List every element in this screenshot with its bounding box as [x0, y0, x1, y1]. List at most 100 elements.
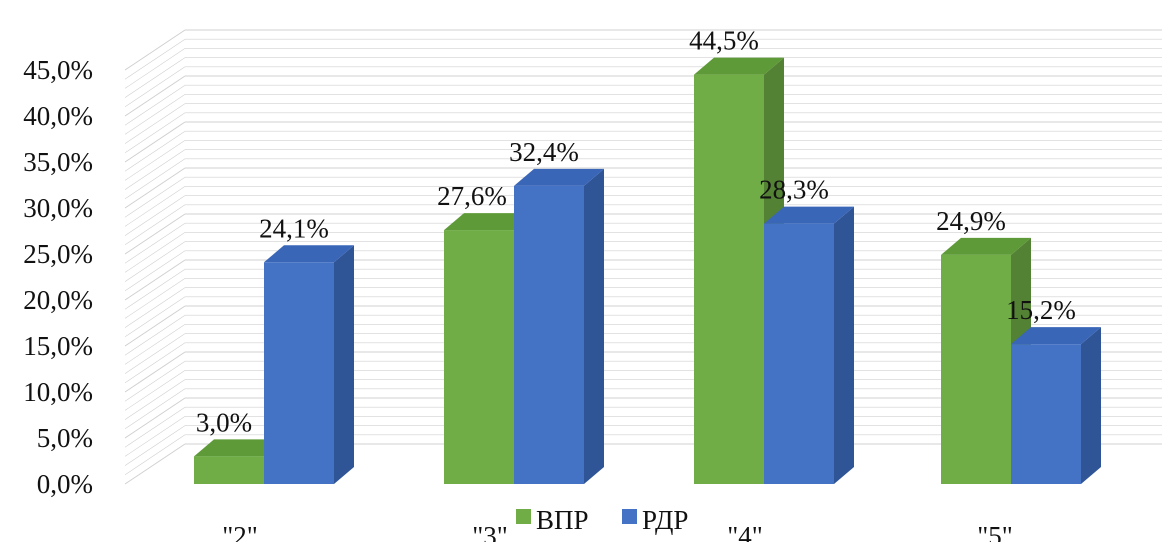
x-category-label: "2": [222, 521, 258, 542]
bar-top: [194, 439, 284, 457]
x-category-label: "3": [472, 521, 508, 542]
data-label: 3,0%: [196, 407, 252, 437]
data-label: 28,3%: [759, 175, 829, 205]
gridline-diagonal: [124, 379, 186, 420]
data-label: 15,2%: [1006, 295, 1076, 325]
gridline-diagonal: [124, 360, 186, 402]
bar-rdr-1: [514, 168, 604, 485]
gridline-diagonal: [124, 351, 186, 393]
bar-top: [941, 237, 1031, 255]
y-tick-label: 25,0%: [23, 239, 93, 269]
y-tick-label: 20,0%: [23, 285, 93, 315]
data-labels: 3,0% 24,1% 27,6%32,4% 44,5% 28,3% 24,9% 15,2%: [196, 26, 1076, 438]
bar-side: [584, 168, 604, 485]
gridline-diagonal: [124, 314, 186, 356]
gridline-diagonal: [124, 342, 186, 384]
legend-label-rdr: РДР: [642, 505, 688, 535]
gridline-diagonal: [124, 296, 186, 338]
bar-front: [694, 74, 764, 484]
bar-front: [444, 230, 514, 484]
bar-front: [194, 456, 264, 484]
bar-rdr-0: [264, 245, 354, 484]
gridline-diagonal: [124, 84, 186, 126]
gridline-diagonal: [124, 388, 186, 430]
y-tick-label: 45,0%: [23, 55, 93, 85]
bars: [194, 57, 1101, 485]
gridline-diagonal: [124, 333, 186, 374]
bar-vpr-2: [694, 57, 784, 484]
data-label: 32,4%: [509, 137, 579, 167]
bar-top: [514, 168, 604, 186]
bar-front: [941, 254, 1011, 484]
bar-front: [764, 223, 834, 484]
legend-swatch-rdr: [622, 509, 637, 524]
gridline-diagonal: [124, 232, 186, 273]
gridline-diagonal: [124, 259, 186, 301]
data-label: 24,1%: [259, 213, 329, 243]
gridline-diagonal: [124, 140, 186, 181]
gridline-diagonal: [124, 38, 186, 80]
gridline-diagonal: [124, 425, 186, 466]
y-tick-label: 35,0%: [23, 147, 93, 177]
x-category-label: "4": [727, 521, 763, 542]
gridline-diagonal: [124, 268, 186, 310]
gridline-diagonal: [124, 158, 186, 200]
y-axis: 0,0% 5,0% 10,0% 15,0% 20,0% 25,0% 30,0% 35,0% 40…: [23, 55, 93, 499]
bar-top: [694, 57, 784, 75]
gridline-diagonal: [124, 305, 186, 347]
gridline-diagonal: [124, 204, 186, 246]
bar-top: [264, 245, 354, 263]
gridline-diagonal: [124, 29, 186, 71]
bar-side: [1081, 327, 1101, 484]
data-label: 27,6%: [437, 181, 507, 211]
gridline-diagonal: [124, 130, 186, 172]
gridline-diagonal: [124, 195, 186, 236]
bar-front: [264, 262, 334, 484]
gridline-diagonal: [124, 94, 186, 135]
gridline-diagonal: [124, 287, 186, 328]
gridline-diagonal: [124, 213, 186, 255]
gridline-diagonal: [124, 48, 186, 89]
x-category-label: "5": [977, 521, 1013, 542]
gridline-diagonal: [124, 112, 186, 154]
gridline-diagonal: [124, 250, 186, 292]
gridline-diagonal: [124, 278, 186, 319]
gridline-diagonal: [124, 57, 186, 98]
legend: ВПР РДР: [516, 505, 688, 535]
bar-rdr-3: [1011, 327, 1101, 484]
x-axis-categories: "2" "3" "4" "5": [222, 521, 1013, 542]
y-tick-label: 5,0%: [37, 423, 93, 453]
y-tick-label: 15,0%: [23, 331, 93, 361]
gridline-diagonal: [124, 406, 186, 448]
gridline-diagonal: [124, 222, 186, 264]
gridline-diagonal: [124, 75, 186, 117]
y-tick-label: 10,0%: [23, 377, 93, 407]
y-tick-label: 40,0%: [23, 101, 93, 131]
gridline-diagonal: [124, 167, 186, 209]
bar-top: [444, 213, 534, 231]
gridline-diagonal: [124, 176, 186, 218]
gridline-diagonal: [124, 416, 186, 457]
y-tick-label: 30,0%: [23, 193, 93, 223]
bar-front: [1011, 344, 1081, 484]
data-label: 24,9%: [936, 206, 1006, 236]
bar-front: [514, 185, 584, 485]
gridline-diagonal: [124, 66, 186, 108]
gridline-diagonal: [124, 103, 186, 144]
bar-top: [1011, 327, 1101, 345]
data-label: 44,5%: [689, 26, 759, 56]
gridline-diagonal: [124, 324, 186, 365]
bar-top: [764, 206, 854, 224]
bar-side: [334, 245, 354, 484]
gridline-diagonal: [124, 121, 186, 163]
bar-side: [834, 206, 854, 484]
bar-rdr-2: [764, 206, 854, 484]
legend-label-vpr: ВПР: [536, 505, 589, 535]
gridline-diagonal: [124, 241, 186, 282]
gridline-diagonal: [124, 370, 186, 411]
y-tick-label: 0,0%: [37, 469, 93, 499]
gridline-diagonal: [124, 434, 186, 476]
gridline-diagonal: [124, 186, 186, 227]
legend-swatch-vpr: [516, 509, 531, 524]
